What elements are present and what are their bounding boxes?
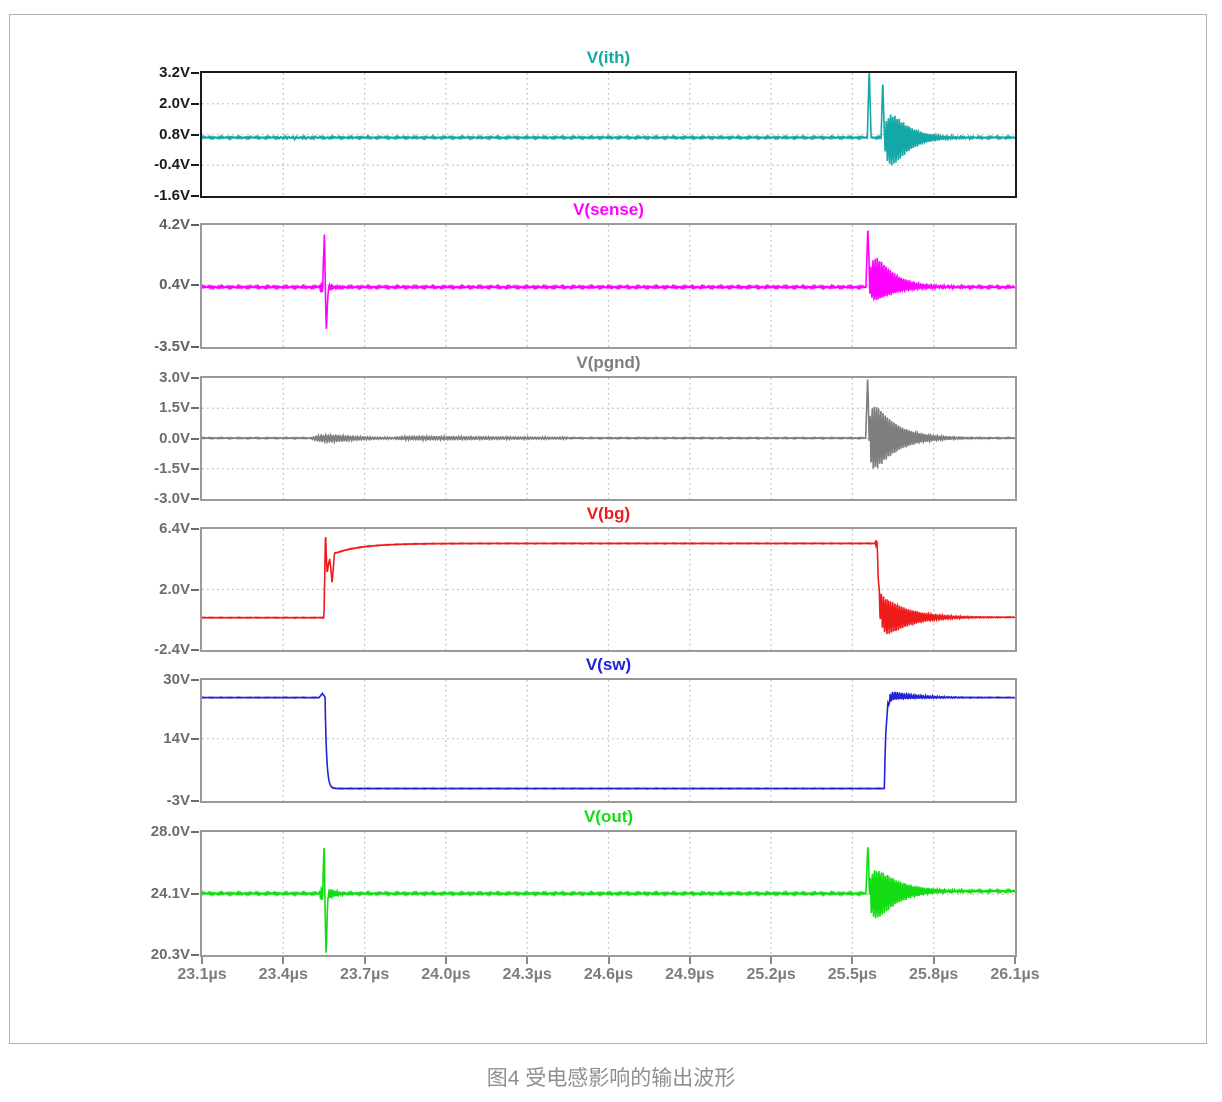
y-tick-label: 2.0V (159, 94, 190, 112)
y-tick-label: 20.3V (150, 946, 190, 963)
x-tick-mark (932, 957, 935, 964)
panel-plot-V(ith) (200, 71, 1017, 198)
y-tick-mark (191, 164, 199, 167)
x-tick-mark (282, 957, 285, 964)
figure-caption: 图4 受电感影响的输出波形 (486, 1067, 736, 1090)
y-tick-mark (191, 102, 199, 105)
x-tick-mark (444, 957, 447, 964)
y-tick-label: 0.8V (159, 125, 190, 143)
panel-plot-V(pgnd) (200, 376, 1017, 501)
y-tick-mark (191, 649, 199, 651)
x-tick-label: 25.8µs (909, 966, 959, 983)
x-tick-mark (363, 957, 366, 964)
y-tick-mark (191, 407, 199, 410)
y-tick-label: -3.0V (154, 490, 190, 507)
y-tick-label: 24.1V (150, 885, 190, 903)
x-tick-mark (770, 957, 773, 964)
panel-title-V(sense): V(sense) (573, 200, 644, 219)
y-tick-label: -0.4V (154, 156, 190, 174)
x-tick-mark (201, 957, 203, 964)
waveform-V(ith) (201, 72, 1016, 196)
y-tick-mark (191, 588, 199, 591)
y-tick-mark (191, 737, 199, 740)
y-tick-mark (191, 800, 199, 802)
y-tick-mark (191, 284, 199, 287)
y-tick-mark (191, 437, 199, 440)
x-tick-label: 24.6µs (583, 966, 634, 983)
panel-title-V(out): V(out) (583, 807, 634, 826)
y-tick-mark (191, 893, 199, 896)
y-tick-label: -3.5V (154, 338, 190, 355)
y-tick-mark (191, 467, 199, 470)
y-tick-label: 2.0V (159, 580, 190, 598)
y-tick-mark (191, 954, 199, 956)
y-tick-label: 6.4V (159, 520, 190, 537)
y-tick-label: -1.5V (154, 459, 190, 477)
panel-title-V(pgnd): V(pgnd) (576, 353, 641, 372)
panel-title-V(sw): V(sw) (585, 655, 632, 674)
waveform-V(bg) (201, 529, 1016, 650)
panel-title-V(ith): V(ith) (586, 48, 631, 67)
x-tick-mark (851, 957, 854, 964)
panel-plot-V(sw) (200, 678, 1017, 803)
y-tick-label: 4.2V (159, 216, 190, 233)
x-tick-mark (688, 957, 691, 964)
waveform-V(sw) (201, 680, 1016, 801)
x-tick-mark (607, 957, 610, 964)
y-tick-label: 14V (163, 729, 190, 747)
y-tick-mark (191, 72, 199, 74)
y-tick-label: -2.4V (154, 641, 190, 658)
x-tick-mark (1014, 957, 1016, 964)
x-tick-label: 25.2µs (746, 966, 796, 983)
x-tick-label: 24.0µs (421, 966, 471, 983)
panel-title-V(bg): V(bg) (586, 504, 631, 523)
y-tick-mark (191, 133, 199, 136)
y-tick-mark (191, 679, 199, 681)
y-tick-mark (191, 528, 199, 530)
y-tick-label: -3V (166, 792, 190, 809)
x-tick-label: 24.9µs (665, 966, 715, 983)
waveform-V(sense) (201, 225, 1016, 347)
y-tick-mark (191, 224, 199, 226)
y-tick-mark (191, 377, 199, 379)
waveform-V(out) (201, 832, 1016, 955)
y-tick-label: 28.0V (150, 823, 190, 840)
panel-plot-V(bg) (200, 527, 1017, 652)
y-tick-label: 1.5V (159, 399, 190, 417)
panel-plot-V(sense) (200, 223, 1017, 349)
y-tick-label: 30V (163, 671, 190, 688)
y-tick-mark (191, 346, 199, 348)
x-tick-label: 26.1µs (990, 966, 1040, 983)
y-tick-label: 0.0V (159, 429, 190, 447)
panel-plot-V(out) (200, 830, 1017, 957)
x-tick-label: 23.4µs (258, 966, 308, 983)
y-tick-mark (191, 195, 199, 197)
y-tick-label: 3.2V (159, 64, 190, 81)
y-tick-mark (191, 498, 199, 500)
waveform-V(pgnd) (201, 378, 1016, 499)
y-tick-label: 3.0V (159, 369, 190, 386)
x-tick-mark (526, 957, 529, 964)
x-tick-label: 24.3µs (502, 966, 552, 983)
x-tick-label: 25.5µs (827, 966, 878, 983)
y-tick-label: -1.6V (154, 187, 190, 204)
y-tick-mark (191, 831, 199, 833)
x-tick-label: 23.1µs (177, 966, 227, 983)
x-tick-label: 23.7µs (339, 966, 390, 983)
y-tick-label: 0.4V (159, 276, 190, 294)
